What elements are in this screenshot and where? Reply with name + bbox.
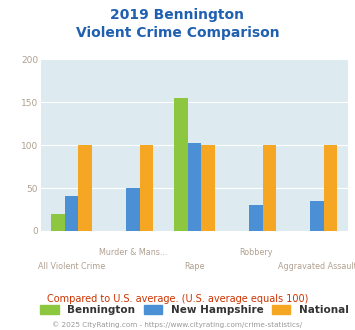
Text: Robbery: Robbery [239,248,273,257]
Text: Compared to U.S. average. (U.S. average equals 100): Compared to U.S. average. (U.S. average … [47,294,308,304]
Bar [263,145,276,231]
Text: Violent Crime Comparison: Violent Crime Comparison [76,26,279,40]
Bar [249,205,263,231]
Bar [78,145,92,231]
Text: Rape: Rape [184,262,204,271]
Bar [201,145,215,231]
Bar [310,201,324,231]
Text: Murder & Mans...: Murder & Mans... [99,248,167,257]
Bar [140,145,153,231]
Text: All Violent Crime: All Violent Crime [38,262,105,271]
Bar [126,188,140,231]
Bar [51,214,65,231]
Legend: Bennington, New Hampshire, National: Bennington, New Hampshire, National [37,301,352,318]
Text: © 2025 CityRating.com - https://www.cityrating.com/crime-statistics/: © 2025 CityRating.com - https://www.city… [53,322,302,328]
Bar [174,98,187,231]
Bar [324,145,338,231]
Bar [65,196,78,231]
Bar [187,143,201,231]
Text: 2019 Bennington: 2019 Bennington [110,8,245,22]
Text: Aggravated Assault: Aggravated Assault [278,262,355,271]
